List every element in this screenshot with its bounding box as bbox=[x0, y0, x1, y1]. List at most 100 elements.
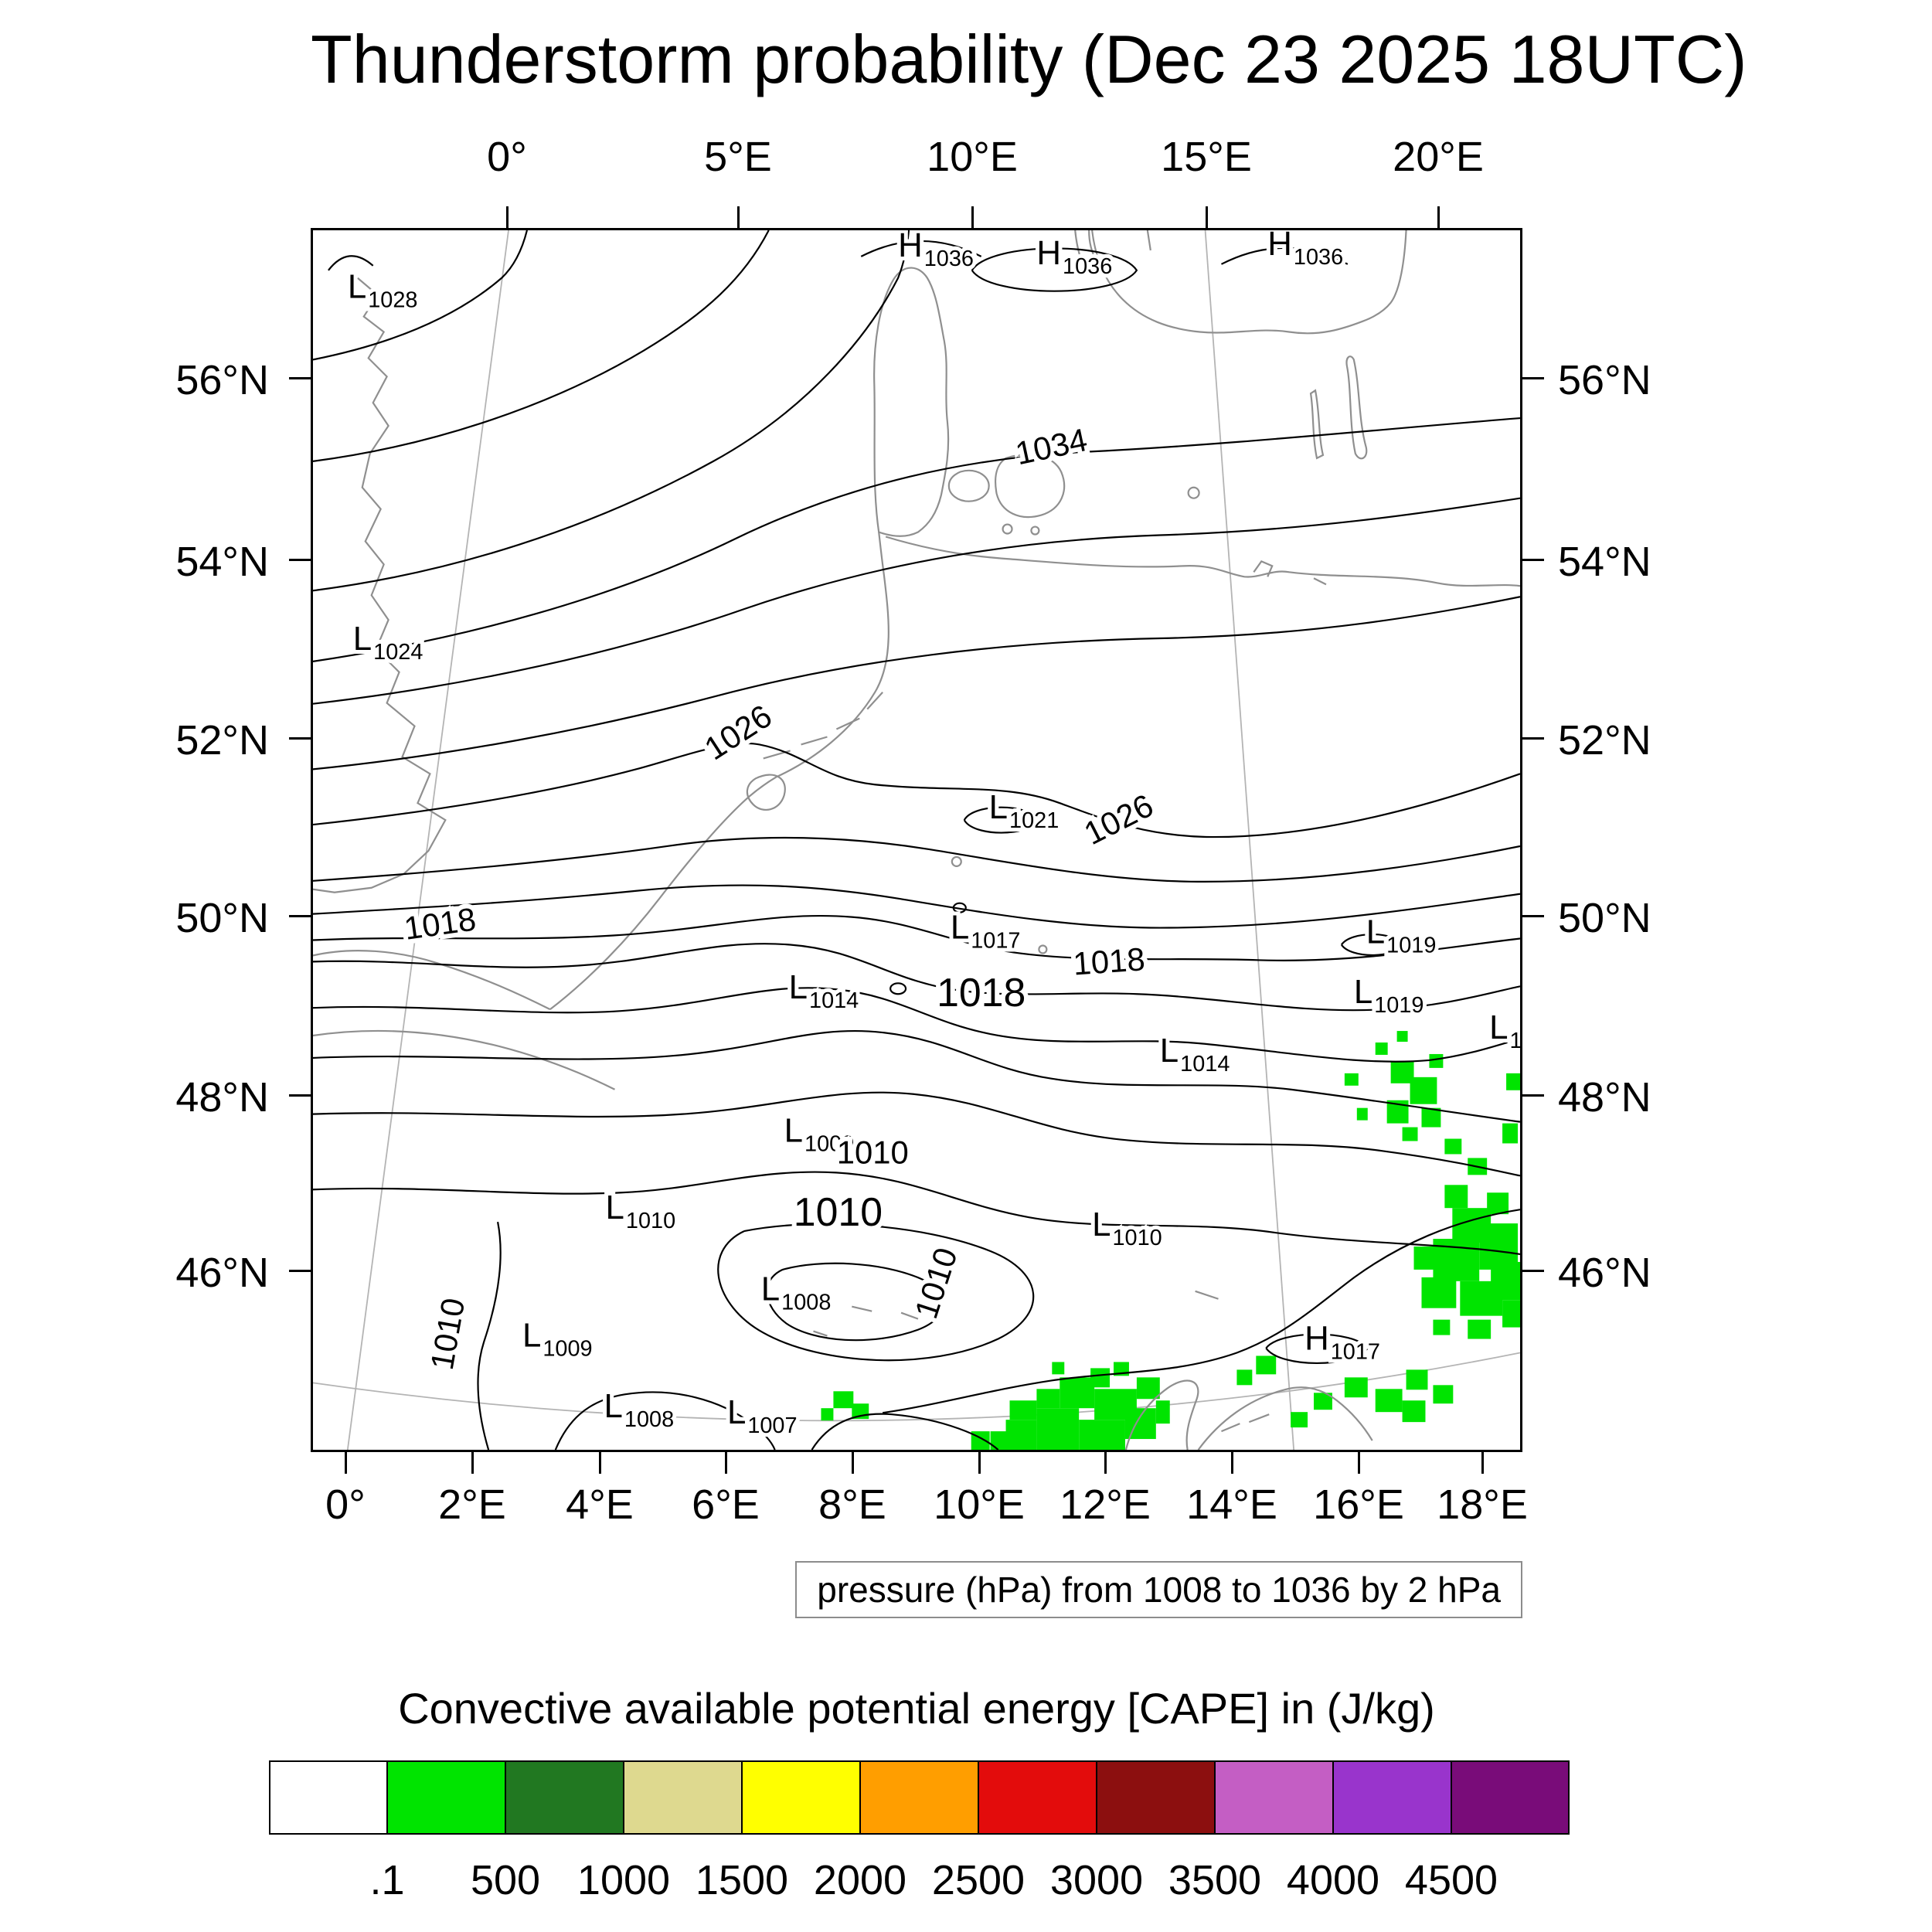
axis-tick bbox=[1231, 1452, 1233, 1474]
center-value: 1021 bbox=[1009, 808, 1059, 833]
axis-tick bbox=[599, 1452, 601, 1474]
lon-label-bottom: 0° bbox=[325, 1481, 366, 1528]
axis-tick bbox=[289, 559, 311, 561]
svg-text:L1010: L1010 bbox=[1092, 1206, 1162, 1250]
center-letter: L bbox=[1160, 1032, 1179, 1070]
svg-text:L1028: L1028 bbox=[348, 268, 418, 313]
colorbar-swatch bbox=[859, 1760, 979, 1835]
cape-patches bbox=[821, 1031, 1520, 1450]
axis-tick bbox=[1522, 559, 1544, 561]
colorbar-tick-label: 500 bbox=[470, 1857, 541, 1903]
svg-text:L1009: L1009 bbox=[784, 1112, 855, 1157]
center-value: 1009 bbox=[543, 1336, 592, 1361]
axis-tick bbox=[289, 915, 311, 917]
center-value: 1017 bbox=[971, 928, 1020, 953]
center-value: 1019 bbox=[1386, 933, 1436, 957]
center-letter: L bbox=[348, 268, 366, 306]
lat-label-right: 56°N bbox=[1558, 357, 1651, 403]
axis-tick bbox=[978, 1452, 981, 1474]
center-value: 1010 bbox=[626, 1209, 675, 1233]
center-value: 1017 bbox=[1331, 1339, 1380, 1364]
colorbar-swatch bbox=[623, 1760, 743, 1835]
axis-tick bbox=[852, 1452, 854, 1474]
lat-label-left: 46°N bbox=[175, 1250, 269, 1296]
isobars bbox=[313, 230, 1520, 1450]
contour-label: 1010 bbox=[837, 1134, 909, 1170]
lat-label-right: 50°N bbox=[1558, 895, 1651, 941]
svg-text:L1010: L1010 bbox=[606, 1189, 676, 1233]
lon-label-top: 20°E bbox=[1393, 134, 1484, 180]
colorbar-tick-label: 2000 bbox=[813, 1857, 907, 1903]
contour-label: 1010 bbox=[794, 1189, 883, 1234]
colorbar-tick-label: .1 bbox=[369, 1857, 405, 1903]
axis-tick bbox=[1522, 377, 1544, 379]
axis-tick bbox=[1358, 1452, 1360, 1474]
center-value: 1008 bbox=[781, 1291, 831, 1315]
center-letter: L bbox=[951, 909, 969, 947]
cape-title: Convective available potential energy [C… bbox=[398, 1684, 1435, 1733]
svg-text:L1021: L1021 bbox=[989, 788, 1060, 833]
coastlines bbox=[313, 230, 1520, 1450]
lon-label-bottom: 16°E bbox=[1313, 1481, 1404, 1528]
center-value: 10 bbox=[1510, 1029, 1520, 1053]
center-letter: L bbox=[604, 1387, 623, 1425]
center-value: 1036 bbox=[1063, 254, 1112, 279]
axis-tick bbox=[471, 1452, 474, 1474]
colorbar-tick-label: 3500 bbox=[1168, 1857, 1262, 1903]
axis-tick bbox=[289, 377, 311, 379]
lon-label-bottom: 4°E bbox=[566, 1481, 634, 1528]
lat-label-left: 56°N bbox=[175, 357, 269, 403]
colorbar-tick-label: 1000 bbox=[577, 1857, 671, 1903]
center-letter: L bbox=[1354, 973, 1372, 1011]
contour-label: 1010 bbox=[907, 1243, 964, 1323]
colorbar-tick-label: 4000 bbox=[1286, 1857, 1380, 1903]
svg-text:L1014: L1014 bbox=[1160, 1032, 1230, 1077]
center-value: 1024 bbox=[373, 640, 423, 665]
center-value: 1036 bbox=[924, 247, 974, 271]
svg-text:L1008: L1008 bbox=[604, 1387, 675, 1432]
lat-label-right: 48°N bbox=[1558, 1074, 1651, 1121]
colorbar-tick-label: 1500 bbox=[695, 1857, 789, 1903]
center-letter: H bbox=[1036, 234, 1061, 272]
center-letter: L bbox=[761, 1270, 780, 1308]
colorbar-tick-label: 2500 bbox=[931, 1857, 1026, 1903]
colorbar-swatch bbox=[505, 1760, 624, 1835]
graticule bbox=[313, 230, 1520, 1450]
axis-tick bbox=[725, 1452, 727, 1474]
svg-text:L10: L10 bbox=[1489, 1009, 1520, 1053]
lat-label-left: 54°N bbox=[175, 539, 269, 585]
lon-label-bottom: 2°E bbox=[438, 1481, 506, 1528]
pressure-center-labels: L1028 H1036 H1036 H1036 L1024 L1021 L101… bbox=[344, 230, 1520, 1442]
center-value: 1009 bbox=[804, 1131, 854, 1156]
center-letter: L bbox=[989, 788, 1008, 826]
lon-label-bottom: 6°E bbox=[692, 1481, 760, 1528]
axis-tick bbox=[345, 1452, 347, 1474]
colorbar-swatch bbox=[1332, 1760, 1452, 1835]
axis-tick bbox=[1522, 915, 1544, 917]
contour-label: 1010 bbox=[423, 1295, 471, 1372]
colorbar-swatch bbox=[386, 1760, 506, 1835]
center-value: 1007 bbox=[747, 1413, 797, 1438]
contour-label: 1018 bbox=[1072, 940, 1146, 981]
svg-text:H1036: H1036 bbox=[1036, 234, 1112, 279]
lat-label-left: 52°N bbox=[175, 717, 269, 764]
colorbar-swatch bbox=[1096, 1760, 1216, 1835]
axis-tick bbox=[1104, 1452, 1107, 1474]
center-letter: L bbox=[1366, 913, 1385, 951]
center-letter: L bbox=[784, 1112, 803, 1150]
axis-tick bbox=[1522, 1270, 1544, 1272]
lat-label-right: 46°N bbox=[1558, 1250, 1651, 1296]
center-value: 1010 bbox=[1113, 1226, 1162, 1250]
lon-label-bottom: 12°E bbox=[1060, 1481, 1151, 1528]
axis-tick bbox=[971, 206, 974, 228]
center-letter: L bbox=[1489, 1009, 1508, 1046]
lon-label-top: 15°E bbox=[1161, 134, 1252, 180]
svg-text:H1036: H1036 bbox=[1267, 230, 1343, 270]
svg-text:L1019: L1019 bbox=[1366, 913, 1437, 957]
contour-label: 1026 bbox=[1078, 787, 1158, 852]
colorbar-swatch bbox=[1451, 1760, 1570, 1835]
contour-labels: 1034 1026 1026 1018 1018 1018 1010 1010 … bbox=[397, 417, 1163, 1377]
colorbar bbox=[269, 1760, 1570, 1835]
axis-tick bbox=[289, 1270, 311, 1272]
